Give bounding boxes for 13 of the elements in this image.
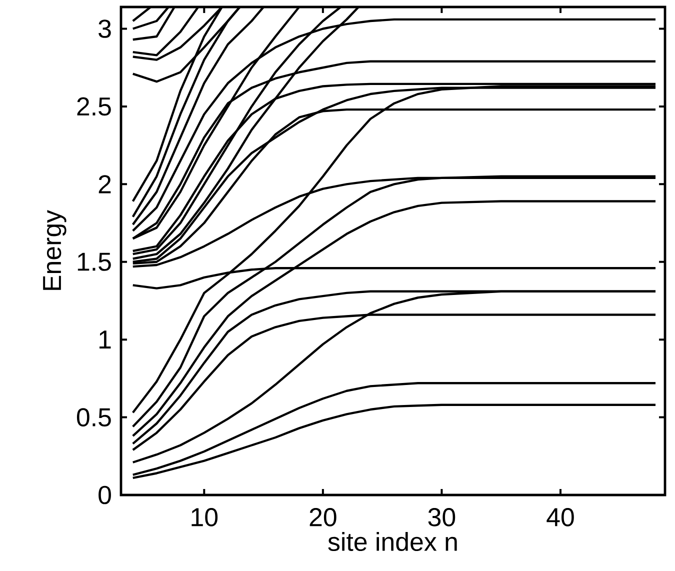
x-axis-title: site index n (328, 532, 457, 552)
x-tick-label: 40 (546, 508, 574, 526)
y-tick-label: 3 (98, 20, 111, 38)
y-axis-title: Energy (43, 210, 66, 290)
x-tick-label: 10 (192, 508, 218, 526)
y-tick-label: 1 (100, 330, 111, 348)
x-tick-label: 30 (428, 508, 456, 526)
x-tick-label: 20 (310, 508, 336, 526)
y-tick-label: 1.5 (78, 252, 111, 271)
y-tick-label: 0.5 (76, 408, 111, 426)
y-tick-label: 2.5 (77, 97, 111, 116)
y-tick-label: 2 (98, 175, 111, 194)
y-tick-label: 0 (98, 486, 111, 504)
